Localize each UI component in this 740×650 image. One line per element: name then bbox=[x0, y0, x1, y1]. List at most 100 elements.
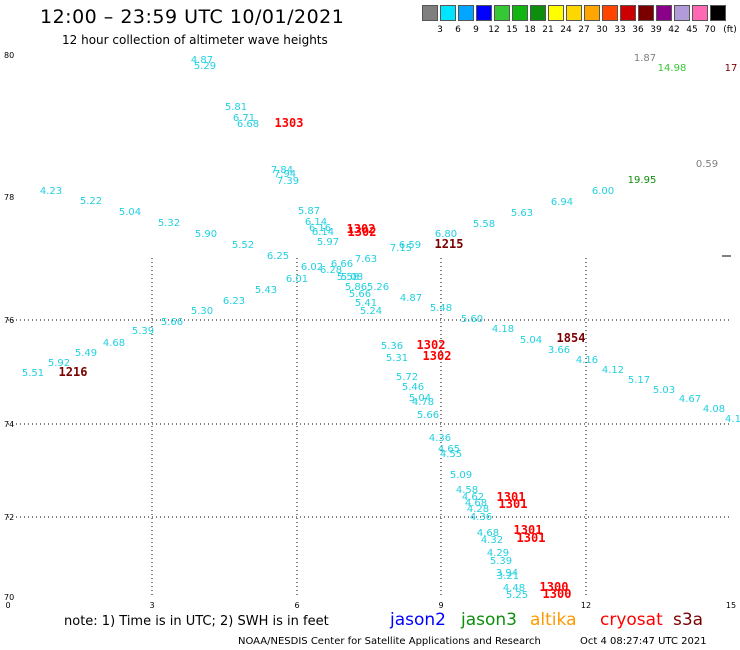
pass-time-label: 1854 bbox=[557, 331, 586, 345]
wave-height-label: 5.72 bbox=[396, 372, 418, 383]
wave-height-label: 4.87 bbox=[191, 55, 213, 66]
x-tick-label: 6 bbox=[294, 601, 299, 610]
scale-swatch bbox=[674, 5, 690, 21]
wave-height-label: 6.80 bbox=[435, 229, 457, 240]
scale-swatch bbox=[656, 5, 672, 21]
wave-height-label: 5.17 bbox=[628, 375, 650, 386]
pass-time-label: 1301 bbox=[517, 531, 546, 545]
scale-label: 39 bbox=[650, 25, 662, 35]
wave-height-label: 4.29 bbox=[487, 548, 509, 559]
wave-height-label: 5.04 bbox=[119, 207, 141, 218]
wave-height-label: 4.68 bbox=[103, 338, 125, 349]
y-tick-label: 78 bbox=[4, 193, 14, 202]
wave-height-label: 6.68 bbox=[237, 119, 259, 130]
wave-height-label: 5.43 bbox=[255, 285, 277, 296]
scale-label: 12 bbox=[488, 25, 500, 35]
scale-swatch bbox=[548, 5, 564, 21]
scale-label: 6 bbox=[455, 25, 461, 35]
wave-height-label: 6.01 bbox=[286, 274, 308, 285]
map-subtitle: 12 hour collection of altimeter wave hei… bbox=[62, 33, 328, 47]
scale-swatch bbox=[620, 5, 636, 21]
scale-swatch bbox=[584, 5, 600, 21]
wave-height-label: 6.14 bbox=[305, 217, 327, 228]
wave-height-label: 5.39 bbox=[490, 556, 512, 567]
wave-height-label: 5.46 bbox=[402, 382, 424, 393]
credit-text: NOAA/NESDIS Center for Satellite Applica… bbox=[238, 636, 541, 647]
wave-height-label: 3.94 bbox=[496, 568, 518, 579]
wave-height-label: 0.59 bbox=[696, 159, 718, 170]
wave-height-label: 5.41 bbox=[355, 298, 377, 309]
wave-height-label: 5.26 bbox=[367, 282, 389, 293]
pass-time-label: 1216 bbox=[59, 365, 88, 379]
wave-height-label: 5.63 bbox=[511, 208, 533, 219]
wave-height-label: 4.36 bbox=[470, 512, 492, 523]
wave-height-label: 6.94 bbox=[551, 197, 573, 208]
map-title: 12:00 – 23:59 UTC 10/01/2021 bbox=[40, 6, 345, 28]
x-tick-label: 12 bbox=[581, 601, 591, 610]
pass-time-label: 1300 bbox=[543, 587, 572, 601]
wave-height-label: 5.09 bbox=[450, 470, 472, 481]
pass-time-label: 1302 bbox=[417, 338, 446, 352]
wave-height-label: 4.28 bbox=[467, 504, 489, 515]
wave-height-label: 5.58 bbox=[337, 272, 359, 283]
wave-height-label: 5.22 bbox=[80, 196, 102, 207]
wave-height-label: 5.30 bbox=[191, 306, 213, 317]
satellite-label: jason2 bbox=[390, 610, 446, 630]
scale-swatch bbox=[566, 5, 582, 21]
wave-height-label: 5.48 bbox=[430, 303, 452, 314]
pass-time-label: 1301 bbox=[514, 523, 543, 537]
wave-height-label: 6.16 bbox=[309, 223, 331, 234]
scale-swatch bbox=[512, 5, 528, 21]
wave-height-label: 4.32 bbox=[481, 535, 503, 546]
scale-label: 33 bbox=[614, 25, 626, 35]
wave-height-label: 5.58 bbox=[473, 219, 495, 230]
wave-height-label: 19.95 bbox=[628, 175, 657, 186]
y-tick-label: 72 bbox=[4, 513, 14, 522]
scale-swatch bbox=[494, 5, 510, 21]
wave-height-label: 3.66 bbox=[548, 345, 570, 356]
wave-height-label: 7.15 bbox=[390, 243, 412, 254]
wave-height-label: 6.28 bbox=[320, 265, 342, 276]
wave-height-label: 5.52 bbox=[232, 240, 254, 251]
wave-height-label: 5.24 bbox=[360, 306, 382, 317]
satellite-label: altika bbox=[530, 610, 577, 630]
wave-height-label: 5.87 bbox=[298, 206, 320, 217]
wave-height-label: 6.00 bbox=[592, 186, 614, 197]
x-tick-label: 3 bbox=[149, 601, 154, 610]
satellite-label: cryosat bbox=[600, 610, 663, 630]
wave-height-label: 4.08 bbox=[703, 404, 725, 415]
wave-height-label: 4.87 bbox=[400, 293, 422, 304]
wave-height-label: 4.36 bbox=[429, 433, 451, 444]
wave-height-label: 6.02 bbox=[301, 262, 323, 273]
generated-timestamp: Oct 4 08:27:47 UTC 2021 bbox=[580, 636, 707, 647]
wave-height-label: 5.90 bbox=[195, 229, 217, 240]
wave-height-label: 7.94 bbox=[274, 169, 296, 180]
wave-height-label: 4.78 bbox=[412, 397, 434, 408]
wave-height-label: 5.97 bbox=[317, 237, 339, 248]
wave-height-label: 5.66 bbox=[349, 289, 371, 300]
pass-time-label: 1301 bbox=[497, 490, 526, 504]
grid-lines bbox=[8, 255, 731, 597]
scale-label: 24 bbox=[560, 25, 572, 35]
wave-height-label: 5.36 bbox=[381, 341, 403, 352]
pass-time-label: 1302 bbox=[423, 349, 452, 363]
wave-height-label: 4.65 bbox=[438, 444, 460, 455]
wave-height-label: 5.32 bbox=[158, 218, 180, 229]
wave-height-label: 6.14 bbox=[312, 227, 334, 238]
wave-height-label: 4.16 bbox=[576, 355, 598, 366]
wave-height-label: 5.81 bbox=[225, 102, 247, 113]
x-tick-label: 9 bbox=[438, 601, 443, 610]
wave-height-label: 17 bbox=[725, 63, 738, 74]
x-tick-label: 0 bbox=[5, 601, 10, 610]
wave-height-label: 7.39 bbox=[277, 176, 299, 187]
wave-height-label: 4.48 bbox=[503, 583, 525, 594]
wave-height-label: 4.67 bbox=[679, 394, 701, 405]
satellite-label: s3a bbox=[673, 610, 704, 630]
wave-height-label: 4.23 bbox=[40, 186, 62, 197]
y-tick-label: 76 bbox=[4, 316, 14, 325]
scale-swatch bbox=[602, 5, 618, 21]
scale-swatch bbox=[422, 5, 438, 21]
scale-label: 27 bbox=[578, 25, 590, 35]
